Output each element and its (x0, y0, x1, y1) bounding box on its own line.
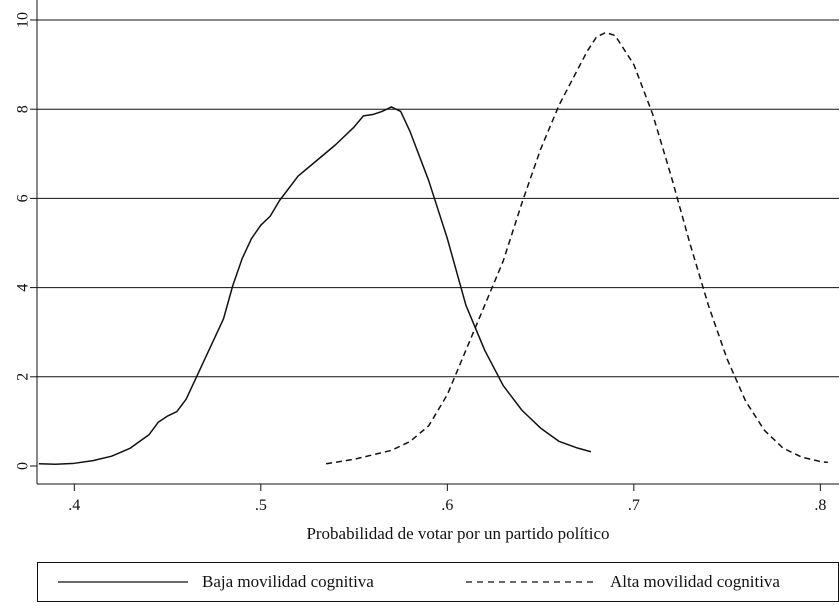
legend-swatch-dashed (466, 581, 596, 583)
x-tick-label-0: .4 (68, 497, 80, 514)
legend-label-alta: Alta movilidad cognitiva (610, 572, 780, 591)
y-tick-label-3: 6 (15, 194, 32, 202)
legend: Baja movilidad cognitiva Alta movilidad … (37, 562, 839, 602)
series-line-alta (325, 31, 828, 465)
x-tick-label-1: .5 (255, 497, 267, 514)
y-tick-label-1: 2 (15, 373, 32, 381)
ticks: 0 2 4 6 8 10 .4 .5 .6 .7 .8 (15, 12, 827, 514)
legend-item-alta: Alta movilidad cognitiva (466, 563, 780, 601)
series-line-baja (38, 106, 592, 465)
x-tick-label-4: .8 (814, 497, 826, 514)
x-axis-title: Probabilidad de votar por un partido pol… (306, 524, 609, 543)
y-tick-label-5: 10 (15, 12, 32, 28)
legend-label-baja: Baja movilidad cognitiva (202, 572, 374, 591)
legend-item-baja: Baja movilidad cognitiva (58, 563, 374, 601)
x-tick-label-2: .6 (441, 497, 453, 514)
density-chart: 0 2 4 6 8 10 .4 .5 .6 .7 .8 Probabilidad de votar … (15, 0, 839, 543)
x-tick-label-3: .7 (628, 497, 640, 514)
y-tick-label-4: 8 (15, 105, 32, 113)
gridlines (37, 19, 839, 378)
y-tick-label-2: 4 (15, 284, 32, 292)
legend-swatch-solid (58, 581, 188, 583)
axes (36, 0, 839, 485)
series-lines (38, 31, 828, 465)
y-tick-label-0: 0 (15, 462, 32, 470)
